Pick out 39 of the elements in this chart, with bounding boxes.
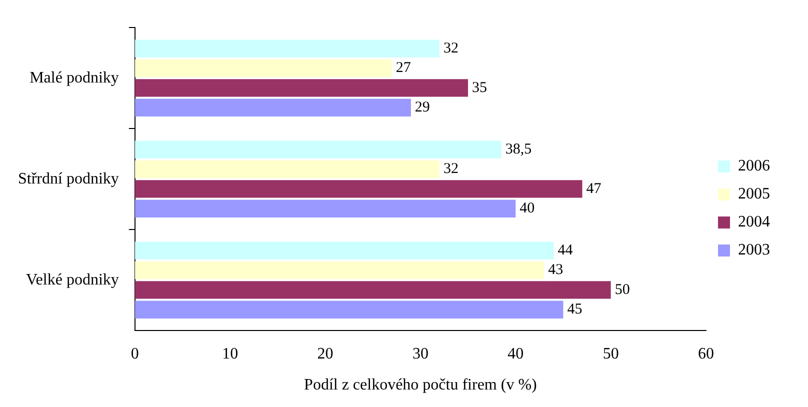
bar (134, 40, 440, 58)
x-axis-title: Podíl z celkového počtu firem (v %) (304, 376, 537, 394)
bar (134, 180, 582, 198)
data-label: 35 (472, 80, 488, 96)
x-tick-label: 10 (222, 345, 238, 362)
data-label: 43 (548, 262, 564, 278)
data-label: 32 (443, 40, 458, 56)
bar (134, 98, 411, 117)
legend-label: 2006 (738, 158, 770, 175)
bar (134, 242, 554, 260)
y-tick-label: Střrdní podniky (18, 170, 119, 188)
bar (134, 281, 611, 299)
x-tick-label: 60 (698, 345, 714, 362)
data-label: 40 (520, 200, 535, 217)
legend-label: 2003 (738, 242, 770, 259)
x-tick-label: 0 (130, 345, 139, 362)
bar (134, 200, 516, 218)
y-tick-label: Velké podniky (26, 271, 119, 288)
bar (134, 140, 502, 158)
x-tick-label: 50 (602, 345, 619, 362)
legend-label: 2004 (738, 214, 770, 231)
data-label: 50 (614, 282, 630, 298)
data-label: 27 (396, 60, 412, 76)
data-label: 38,5 (505, 141, 532, 158)
x-tick-label: 30 (412, 345, 428, 362)
bar (134, 79, 468, 97)
bar (134, 160, 440, 178)
x-tick-label: 40 (508, 345, 524, 362)
bar (134, 59, 392, 78)
legend-label: 2005 (738, 186, 770, 203)
data-label: 32 (443, 161, 458, 178)
bar (134, 261, 544, 280)
data-label: 44 (558, 242, 574, 258)
y-tick-label: Malé podniky (30, 69, 119, 86)
data-label: 45 (567, 302, 582, 318)
data-label: 47 (586, 180, 602, 197)
x-tick-label: 20 (317, 345, 334, 362)
data-label: 29 (414, 100, 430, 116)
bar (134, 300, 564, 319)
